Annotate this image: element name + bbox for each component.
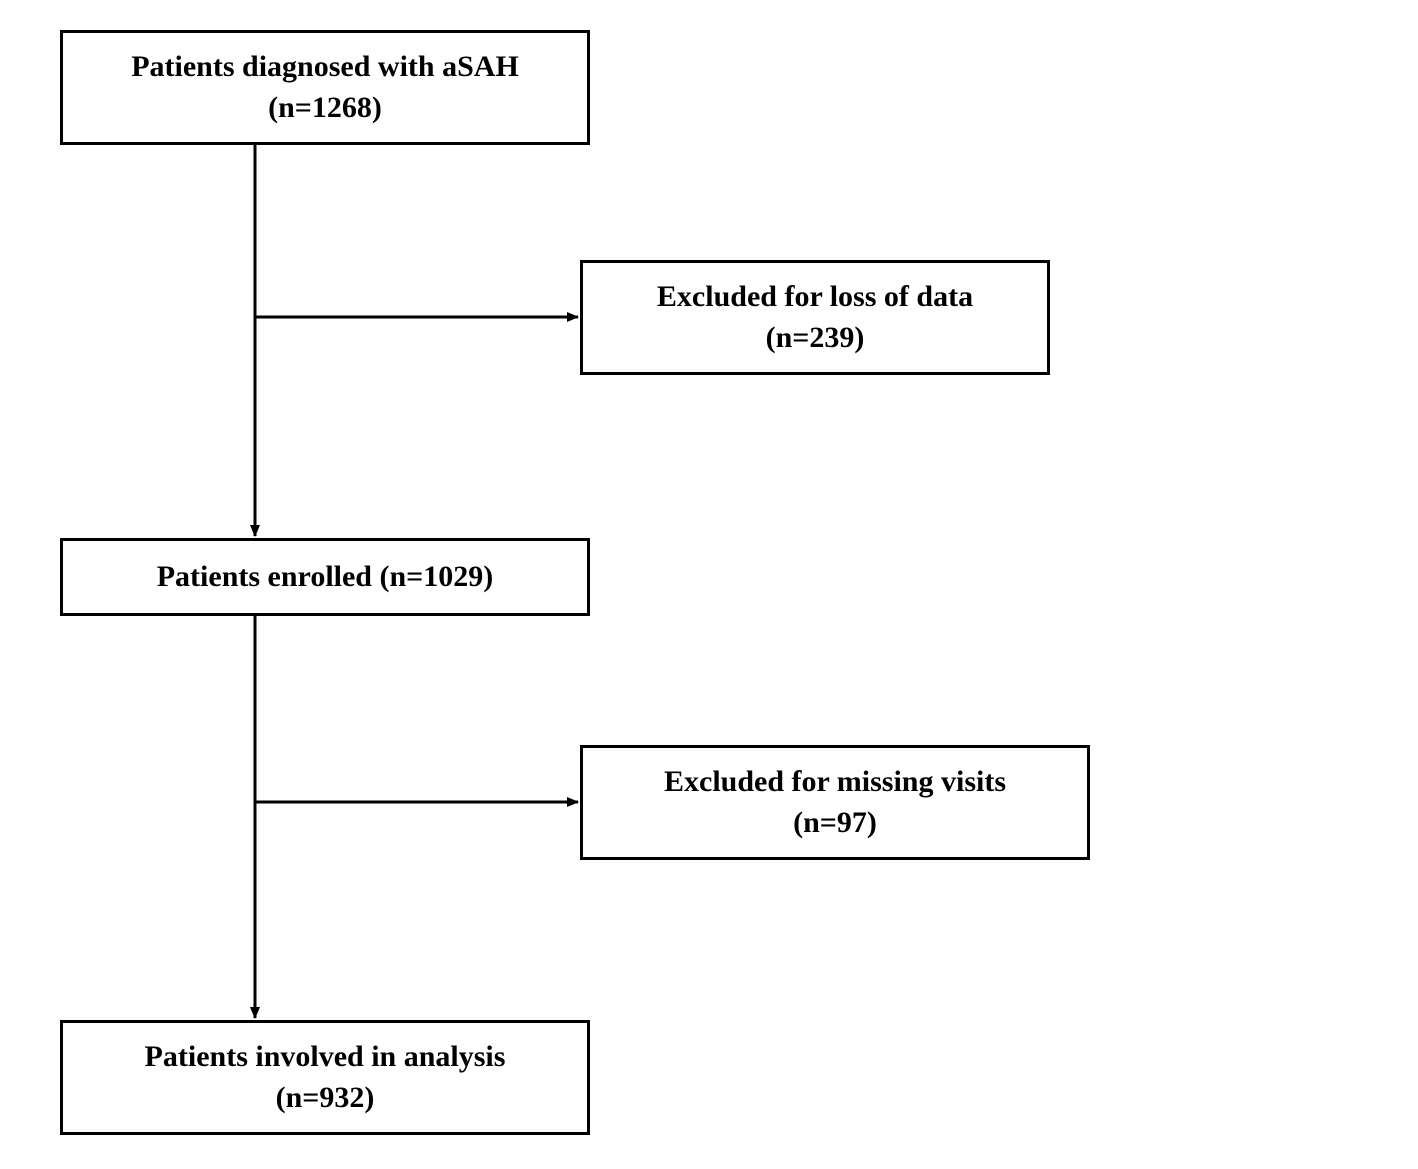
node-analysis-line2: (n=932) [276, 1078, 375, 1119]
node-excluded-loss-data: Excluded for loss of data (n=239) [580, 260, 1050, 375]
node-diagnosed-line1: Patients diagnosed with aSAH [131, 47, 519, 88]
node-excluded-loss-data-line2: (n=239) [766, 318, 865, 359]
node-diagnosed-line2: (n=1268) [268, 88, 382, 129]
node-excluded-missing-visits: Excluded for missing visits (n=97) [580, 745, 1090, 860]
node-analysis-line1: Patients involved in analysis [145, 1037, 506, 1078]
node-diagnosed: Patients diagnosed with aSAH (n=1268) [60, 30, 590, 145]
node-excluded-missing-visits-line1: Excluded for missing visits [664, 762, 1006, 803]
node-analysis: Patients involved in analysis (n=932) [60, 1020, 590, 1135]
node-enrolled-line1: Patients enrolled (n=1029) [157, 557, 494, 598]
node-excluded-loss-data-line1: Excluded for loss of data [657, 277, 973, 318]
node-enrolled: Patients enrolled (n=1029) [60, 538, 590, 616]
node-excluded-missing-visits-line2: (n=97) [793, 803, 877, 844]
flowchart-canvas: Patients diagnosed with aSAH (n=1268) Ex… [0, 0, 1418, 1169]
